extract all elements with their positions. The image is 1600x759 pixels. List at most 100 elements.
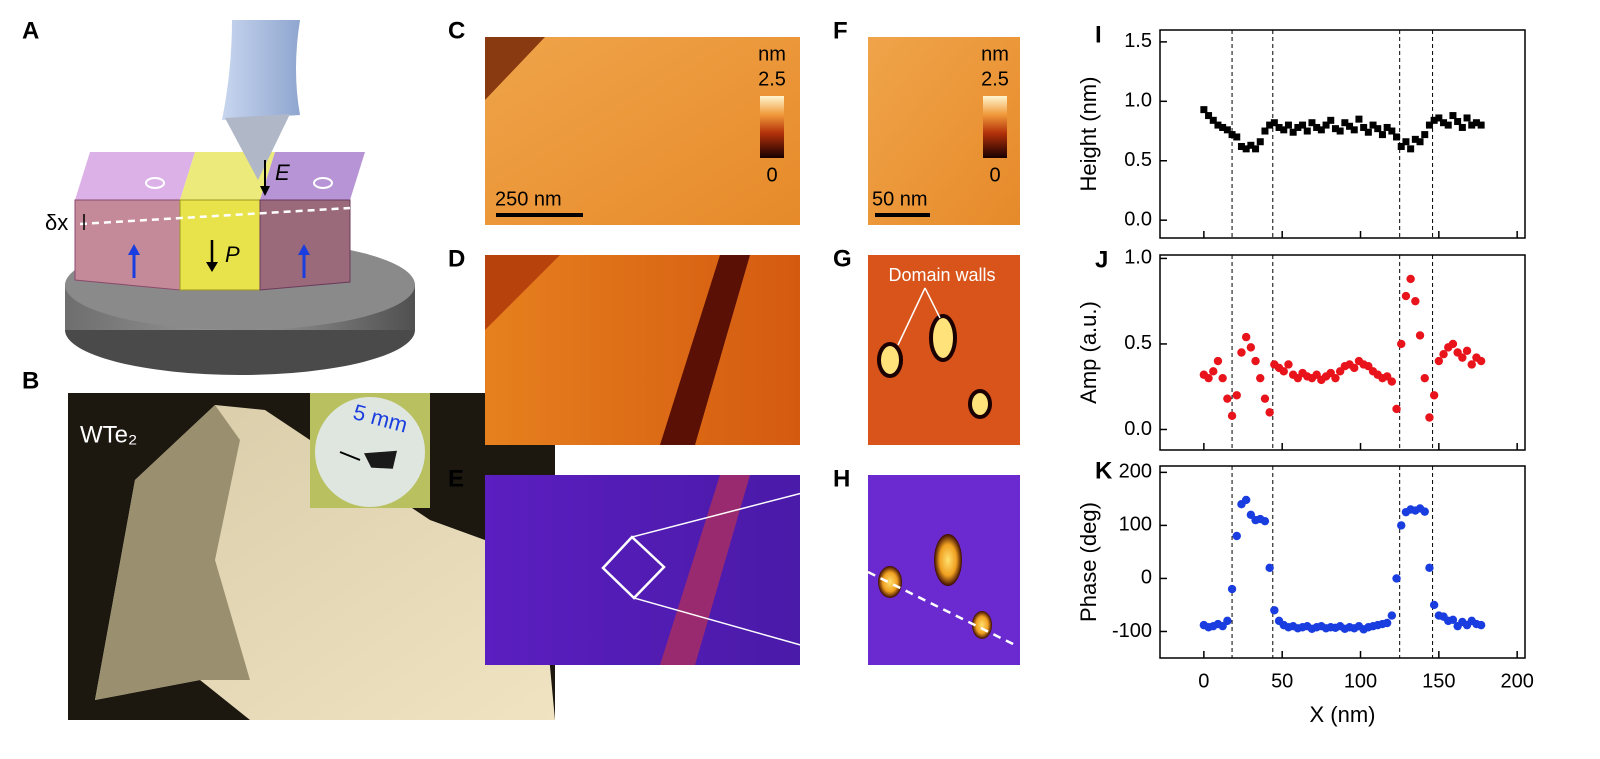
point (1468, 121, 1476, 129)
panel-label: B (22, 367, 39, 394)
y-tick-label: 1.0 (1124, 247, 1152, 269)
point (1458, 123, 1466, 131)
point (1411, 296, 1420, 306)
point (1289, 128, 1297, 136)
point (1440, 119, 1448, 127)
panel-label: J (1095, 246, 1108, 273)
point (1425, 563, 1434, 573)
point (1246, 343, 1256, 352)
point (1237, 348, 1246, 357)
point (1477, 121, 1485, 129)
plot-frame (1159, 29, 1526, 239)
point (1251, 356, 1260, 366)
zoom-line (633, 597, 869, 665)
point (1200, 106, 1208, 114)
panel-label: G (833, 245, 852, 272)
point (1416, 138, 1424, 146)
point (1308, 119, 1316, 127)
point (1331, 125, 1339, 133)
colorbar (760, 96, 784, 158)
point (1218, 373, 1227, 383)
plot-frame (1159, 254, 1526, 451)
point (1232, 531, 1241, 541)
point (1341, 119, 1349, 127)
x-tick-label: 50 (1271, 670, 1293, 692)
y-tick-label: 0 (1141, 567, 1152, 589)
afm-image (485, 37, 800, 225)
point (1242, 145, 1250, 153)
point (1421, 131, 1429, 139)
point (1397, 521, 1406, 530)
optical-image (68, 393, 555, 720)
point (1233, 133, 1241, 141)
point (1387, 377, 1397, 386)
point (1388, 127, 1396, 135)
point (1430, 116, 1438, 124)
schematic (65, 20, 415, 375)
afm-image (485, 37, 545, 100)
panel-label: D (448, 245, 465, 272)
point (1350, 363, 1359, 373)
arrow (924, 287, 941, 319)
colorbar-max: 2.5 (981, 68, 1009, 90)
offset-label: δx (45, 210, 68, 235)
point (1401, 291, 1411, 301)
domain (934, 534, 962, 586)
afm-image (485, 255, 560, 330)
point (1204, 373, 1213, 383)
point (1420, 373, 1429, 383)
point (1265, 563, 1274, 573)
point (1448, 339, 1458, 349)
point (1364, 128, 1372, 136)
x-tick-label: 100 (1344, 670, 1377, 692)
point (1346, 122, 1354, 130)
point (1317, 126, 1325, 134)
point (1387, 611, 1397, 620)
point (1237, 142, 1245, 150)
point (1429, 391, 1439, 400)
point (1252, 145, 1260, 153)
point (1261, 127, 1269, 135)
panel-label: A (22, 17, 39, 44)
point (1327, 116, 1335, 124)
x-tick-label: 0 (1198, 670, 1209, 692)
point (1280, 126, 1288, 134)
point (1227, 411, 1237, 420)
x-tick-label: 150 (1422, 670, 1455, 692)
point (1294, 123, 1302, 131)
point (1449, 112, 1457, 120)
point (1463, 114, 1471, 122)
point (1247, 141, 1255, 149)
y-tick-label: -100 (1112, 620, 1152, 642)
point (1227, 584, 1237, 594)
point (1454, 118, 1462, 126)
panel-label: K (1095, 457, 1113, 484)
point (1241, 332, 1251, 342)
point (1402, 138, 1410, 146)
point (1462, 346, 1472, 355)
point (1223, 616, 1232, 626)
y-axis-label: Height (nm) (1076, 77, 1101, 192)
point (1256, 373, 1265, 383)
point (1322, 121, 1330, 129)
point (1350, 126, 1358, 134)
point (1392, 404, 1401, 414)
point (1406, 274, 1415, 284)
afm-image (485, 255, 800, 445)
point (1415, 331, 1425, 340)
afm-image (660, 475, 750, 665)
point (1336, 127, 1344, 135)
panel-label: H (833, 465, 850, 492)
scale-label: 50 nm (872, 188, 928, 210)
point (1382, 618, 1392, 628)
point (1458, 353, 1467, 362)
x-axis-label: X (nm) (1310, 702, 1376, 727)
y-tick-label: 0.0 (1124, 418, 1152, 440)
point (1313, 123, 1321, 131)
material-label: WTe₂ (80, 421, 137, 448)
point (1374, 125, 1382, 133)
point (1434, 356, 1444, 366)
domain (968, 389, 992, 419)
point (1383, 123, 1391, 131)
